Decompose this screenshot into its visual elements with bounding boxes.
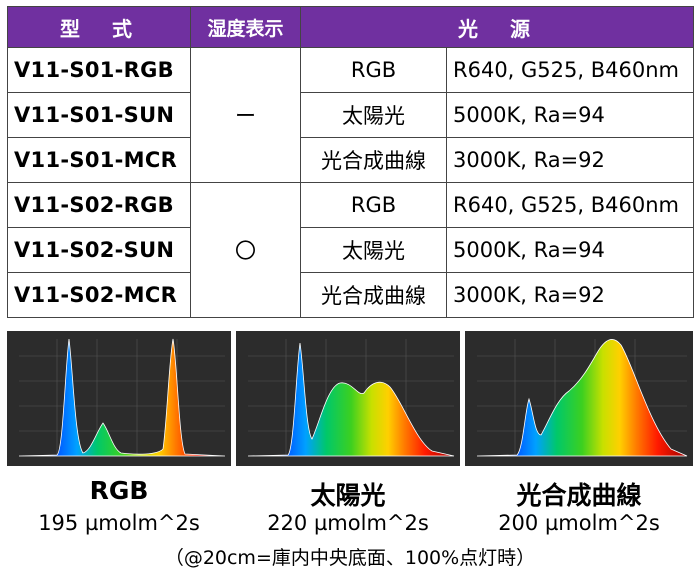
source-cell: 光合成曲線 <box>300 272 447 318</box>
humidity-cell: ー <box>190 47 301 183</box>
sun-spectrum-image <box>236 331 460 466</box>
rgb-ppfd: 195 µmolm^2s <box>38 511 200 535</box>
rgb-caption: RGB <box>89 476 149 505</box>
source-cell: 太陽光 <box>300 227 447 273</box>
header-model: 型 式 <box>7 6 191 48</box>
source-cell: 光合成曲線 <box>300 137 447 183</box>
table-row: V11-S01-RGB ー RGB R640, G525, B460nm <box>7 47 694 183</box>
source-cell: RGB <box>300 47 447 93</box>
spec-cell: 5000K, Ra=94 <box>446 227 694 273</box>
source-cell: 太陽光 <box>300 92 447 138</box>
spec-table: 型 式 湿度表示 光 源 V11-S01-RGB ー RGB R640, G52… <box>7 6 694 318</box>
model-cell: V11-S01-SUN <box>7 92 191 138</box>
sun-ppfd: 220 µmolm^2s <box>267 511 429 535</box>
model-cell: V11-S01-MCR <box>7 137 191 183</box>
rgb-spectrum-image <box>7 331 231 466</box>
measurement-note: （@20cm=庫内中央底面、100%点灯時） <box>164 547 536 569</box>
model-cell: V11-S02-MCR <box>7 272 191 318</box>
mcr-caption: 光合成曲線 <box>516 481 642 510</box>
spec-cell: R640, G525, B460nm <box>446 47 694 93</box>
spec-cell: 3000K, Ra=92 <box>446 137 694 183</box>
table-row: V11-S01-MCR 光合成曲線 3000K, Ra=92 <box>7 137 694 183</box>
mcr-ppfd: 200 µmolm^2s <box>498 511 660 535</box>
table-row: V11-S01-SUN 太陽光 5000K, Ra=94 <box>7 92 694 138</box>
mcr-spectrum-image <box>465 331 693 466</box>
table-row: V11-S02-SUN 太陽光 5000K, Ra=94 <box>7 227 694 273</box>
model-cell: V11-S01-RGB <box>7 47 191 93</box>
table-row: V11-S02-MCR 光合成曲線 3000K, Ra=92 <box>7 272 694 318</box>
model-cell: V11-S02-SUN <box>7 227 191 273</box>
spec-cell: 5000K, Ra=94 <box>446 92 694 138</box>
source-cell: RGB <box>300 182 447 228</box>
header-humidity: 湿度表示 <box>190 6 301 48</box>
spec-cell: R640, G525, B460nm <box>446 182 694 228</box>
humidity-cell: 〇 <box>190 182 301 318</box>
spec-cell: 3000K, Ra=92 <box>446 272 694 318</box>
header-light-source: 光 源 <box>300 6 694 48</box>
sun-caption: 太陽光 <box>310 481 386 510</box>
table-row: V11-S02-RGB 〇 RGB R640, G525, B460nm <box>7 182 694 318</box>
model-cell: V11-S02-RGB <box>7 182 191 228</box>
table-header-row: 型 式 湿度表示 光 源 <box>7 6 694 48</box>
